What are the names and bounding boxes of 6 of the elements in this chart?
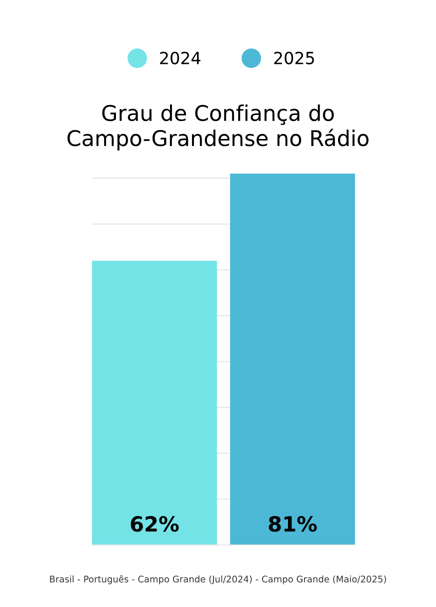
chart-title: Grau de Confiança do Campo-Grandense no Rádio xyxy=(68,104,368,150)
legend-label: 2024 xyxy=(160,52,200,64)
legend-label: 2025 xyxy=(274,52,314,64)
data-label: 81% xyxy=(268,516,317,532)
data-label: 62% xyxy=(130,516,179,532)
text: Brasil - Português - Campo Grande (Jul/2024) - Campo Grande (Maio/2025) xyxy=(50,575,386,584)
